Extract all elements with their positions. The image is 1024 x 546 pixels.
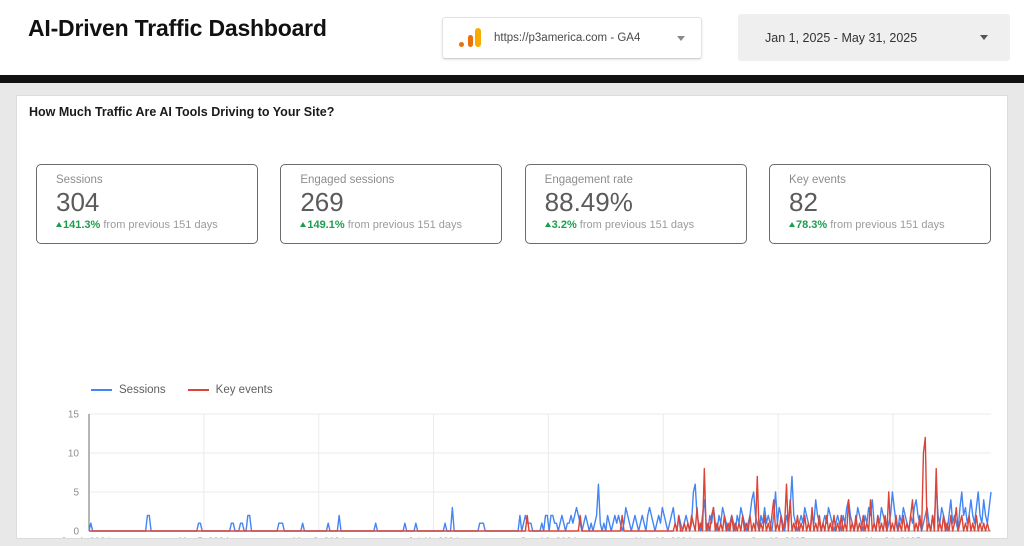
chart-svg: 051015Jan 1, 2024Feb 2, 2024Mar 5, 2024A… — [61, 410, 992, 539]
y-axis-tick-label: 0 — [73, 527, 79, 538]
x-axis-tick-label: Nov 16, 2024 — [635, 536, 692, 539]
timeseries-chart: Sessions Key events 051015Jan 1, 2024Feb… — [17, 274, 1007, 538]
x-axis-tick-label: May 8, 2024 — [293, 536, 345, 539]
legend-label: Sessions — [119, 384, 166, 396]
scorecard-value: 304 — [56, 187, 100, 217]
y-axis-tick-label: 15 — [68, 410, 80, 421]
x-axis-tick-label: Jul 11, 2024 — [408, 536, 459, 539]
scorecard-delta-pct: 78.3% — [795, 219, 828, 231]
scorecard-delta-pct: 149.1% — [307, 219, 345, 231]
x-axis-tick-label: Jan 19, 2025 — [751, 536, 806, 539]
scorecard-delta-text: from previous 151 days — [579, 219, 695, 231]
x-axis-tick-label: Sep 13, 2024 — [520, 536, 577, 539]
dashboard-page: How Much Traffic Are AI Tools Driving to… — [0, 83, 1024, 546]
date-range-selector[interactable]: Jan 1, 2025 - May 31, 2025 — [738, 14, 1010, 61]
y-axis-tick-label: 10 — [68, 449, 80, 460]
scorecard-value: 88.49% — [544, 187, 633, 217]
scorecard-value: 82 — [788, 187, 818, 217]
legend-item-key-events[interactable]: Key events — [187, 384, 273, 396]
date-range-label: Jan 1, 2025 - May 31, 2025 — [765, 30, 918, 45]
legend-item-sessions[interactable]: Sessions — [91, 384, 166, 396]
legend-swatch-sessions — [91, 388, 112, 392]
scorecard-row: Sessions 304 141.3% from previous 151 da… — [36, 164, 991, 244]
scorecard-delta: 149.1% from previous 151 days — [300, 218, 501, 232]
arrow-up-icon — [56, 222, 62, 227]
chart-legend: Sessions Key events — [91, 384, 273, 396]
scorecard-sessions[interactable]: Sessions 304 141.3% from previous 151 da… — [36, 164, 258, 244]
report-card: How Much Traffic Are AI Tools Driving to… — [16, 95, 1008, 539]
scorecard-label: Sessions — [56, 174, 103, 186]
dashboard-header: AI-Driven Traffic Dashboard https://p3am… — [0, 0, 1024, 75]
scorecard-key-events[interactable]: Key events 82 78.3% from previous 151 da… — [768, 164, 991, 244]
scorecard-delta-text: from previous 151 days — [103, 219, 218, 231]
scorecard-delta-pct: 3.2% — [551, 219, 577, 231]
scorecard-delta-pct: 141.3% — [63, 219, 101, 231]
chevron-down-icon[interactable] — [980, 35, 988, 40]
scorecard-delta: 141.3% from previous 151 days — [56, 218, 257, 232]
arrow-up-icon — [544, 222, 551, 227]
header-divider — [0, 75, 1024, 83]
scorecard-value: 269 — [300, 187, 344, 217]
property-selector-label: https://p3america.com - GA4 — [494, 32, 641, 44]
scorecard-engagement-rate[interactable]: Engagement rate 88.49% 3.2% from previou… — [524, 164, 747, 244]
chart-series-key-events — [89, 436, 990, 532]
chevron-down-icon[interactable] — [677, 35, 685, 41]
y-axis-tick-label: 5 — [73, 488, 79, 499]
legend-swatch-key-events — [187, 388, 209, 392]
scorecard-label: Engaged sessions — [300, 174, 395, 186]
scorecard-delta-text: from previous 151 days — [347, 219, 463, 231]
scorecard-label: Key events — [788, 174, 846, 186]
scorecard-engaged-sessions[interactable]: Engaged sessions 269 149.1% from previou… — [280, 164, 503, 244]
x-axis-tick-label: Jan 1, 2024 — [61, 536, 111, 539]
legend-label: Key events — [215, 384, 273, 396]
scorecard-delta: 78.3% from previous 151 days — [788, 218, 990, 232]
report-title: How Much Traffic Are AI Tools Driving to… — [29, 105, 335, 119]
page-title: AI-Driven Traffic Dashboard — [28, 15, 327, 41]
x-axis-tick-label: Mar 5, 2024 — [179, 536, 230, 539]
chart-plot-area: 051015Jan 1, 2024Feb 2, 2024Mar 5, 2024A… — [17, 406, 1007, 538]
arrow-up-icon — [788, 222, 795, 227]
x-axis-tick-label: Mar 24, 2025 — [865, 536, 921, 539]
scorecard-delta: 3.2% from previous 151 days — [544, 218, 746, 232]
scorecard-label: Engagement rate — [544, 174, 633, 186]
scorecard-delta-text: from previous 151 days — [830, 219, 945, 231]
google-analytics-icon — [459, 27, 481, 49]
property-selector[interactable]: https://p3america.com - GA4 — [442, 17, 702, 59]
arrow-up-icon — [300, 222, 307, 227]
